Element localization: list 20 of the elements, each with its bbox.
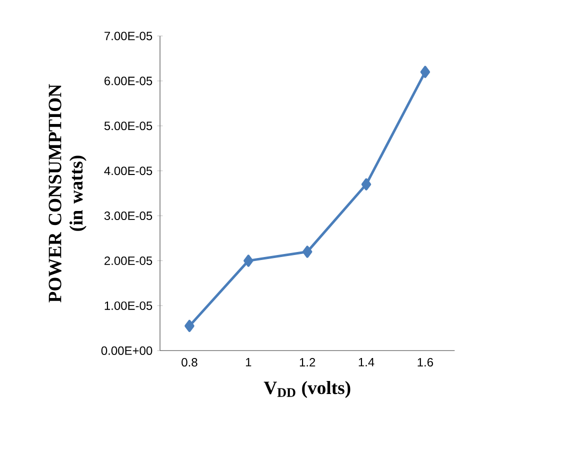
x-tick-label: 1.4 <box>358 358 374 366</box>
y-tick-label: 0.00E+00 <box>101 346 152 356</box>
y-tick-label: 5.00E-05 <box>104 122 152 130</box>
y-tick-label: 7.00E-05 <box>104 32 152 40</box>
y-axis-title: POWER CONSUMPTION (in watts) <box>48 84 86 303</box>
x-tick-label: 1.2 <box>300 358 316 367</box>
point <box>361 178 372 191</box>
y-tick-label: 3.00E-05 <box>104 212 152 220</box>
point <box>244 254 254 267</box>
point <box>420 66 430 78</box>
x-axis-title: V$_{DD}$ (volts) <box>264 381 350 398</box>
y-tick-label: 6.00E-05 <box>104 76 152 86</box>
point <box>302 246 312 258</box>
x-tick-label: 1 <box>246 358 252 366</box>
y-tick-label: 1.00E-05 <box>104 302 152 310</box>
x-tick-label: 1.6 <box>418 358 434 367</box>
y-tick-label: 2.00E-05 <box>104 256 152 266</box>
point <box>184 320 194 332</box>
x-tick-label: 0.8 <box>182 358 198 367</box>
y-tick-label: 4.00E-05 <box>104 166 152 176</box>
